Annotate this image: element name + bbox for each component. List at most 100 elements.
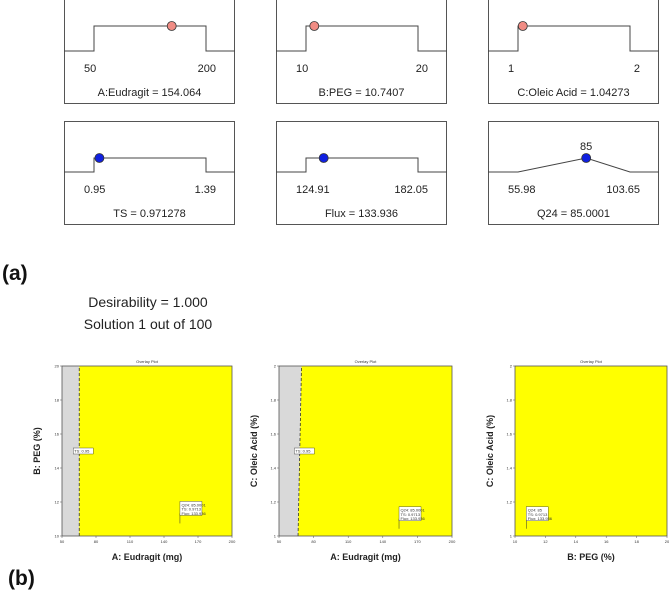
solution-count: Solution 1 out of 100: [83, 316, 213, 332]
x-tick-label: 50: [277, 539, 282, 544]
y-tick-label: 18: [55, 398, 60, 403]
ramp-frame: [276, 0, 447, 104]
ramp-value-label: B:PEG = 10.7407: [318, 87, 405, 99]
ramp-curve: [488, 157, 659, 173]
overlay-plot: Overlay Plot 10 12 14 16 18 20 1 1.2 1.4 1.6 1.8 2 Q2…: [455, 352, 669, 567]
ramp-box: 85 55.98 103.65 Q24 = 85.0001: [488, 121, 659, 225]
x-tick-label: 170: [414, 539, 421, 544]
flag-line: TS: 0.9713: [401, 512, 421, 517]
overlay-title: Overlay Plot: [355, 359, 378, 364]
x-tick-label: 110: [345, 539, 352, 544]
flag-line: Flux: 133.936: [401, 516, 426, 521]
flag-line: Q24: 85: [528, 508, 543, 513]
ramp-frame: [488, 121, 659, 225]
y-axis-title: C: Oleic Acid (%): [249, 415, 259, 487]
ramp-value-dot: [318, 153, 329, 163]
panel-label-a: (a): [2, 262, 28, 285]
ramp-high-label: 182.05: [394, 184, 428, 196]
x-axis-title: B: PEG (%): [567, 552, 615, 562]
y-tick-label: 14: [55, 466, 60, 471]
flag-box: [179, 501, 203, 516]
overlay-svg: Overlay Plot TS: 0.95 50 80 110 140 170 200 1 1.2…: [249, 359, 456, 562]
y-tick-label: 1.4: [506, 466, 512, 471]
ramp-low-label: 10: [296, 63, 309, 75]
overlay-svg: Overlay Plot TS: 0.95 50 80 110 140 170 200 10 12…: [32, 359, 236, 562]
ramp-high-label: 2: [633, 63, 640, 75]
flag-line: Q24: 85.0001: [401, 508, 426, 513]
ramp-low-label: 50: [84, 63, 97, 75]
ramp-low-label: 0.95: [84, 184, 106, 196]
infeasible-region: [62, 366, 80, 536]
x-tick-label: 16: [604, 539, 609, 544]
y-tick-label: 2: [510, 364, 513, 369]
ramp-box: 1 2 C:Oleic Acid = 1.04273: [488, 0, 659, 104]
x-tick-label: 80: [94, 539, 99, 544]
flag-line: Flux: 133.936: [181, 511, 206, 516]
x-tick-label: 140: [161, 539, 168, 544]
x-tick-label: 200: [229, 539, 236, 544]
flag-box: [526, 506, 549, 521]
ramp-target-label: 85: [580, 141, 592, 153]
y-tick-label: 1.4: [270, 466, 276, 471]
ramp-box: 124.91 182.05 Flux = 133.936: [276, 121, 447, 225]
ramp-svg: [276, 0, 447, 104]
ramp-low-label: 55.98: [508, 184, 536, 196]
flag-box: [398, 506, 422, 521]
ramp-frame: [276, 121, 447, 225]
ramp-value-dot: [581, 153, 592, 163]
x-tick-label: 140: [379, 539, 386, 544]
y-axis-title: C: Oleic Acid (%): [485, 415, 495, 487]
infeasible-region: [279, 366, 302, 536]
ramp-curve: [64, 25, 235, 52]
y-tick-label: 1.6: [270, 432, 276, 437]
flag-line: Flux: 133.936: [528, 516, 553, 521]
ramp-high-label: 103.65: [606, 184, 640, 196]
ramp-box: 0.95 1.39 TS = 0.971278: [64, 121, 235, 225]
x-tick-label: 200: [449, 539, 456, 544]
ramp-value-dot: [517, 21, 528, 31]
x-tick-label: 10: [513, 539, 518, 544]
y-tick-label: 1.2: [270, 500, 276, 505]
flag-line: Q24: 85.0001: [181, 502, 206, 507]
x-tick-label: 20: [665, 539, 669, 544]
ramp-value-label: C:Oleic Acid = 1.04273: [517, 87, 630, 99]
ramp-frame: [488, 0, 659, 104]
ramp-box: 10 20 B:PEG = 10.7407: [276, 0, 447, 104]
ramp-svg: 85: [488, 121, 659, 225]
ramp-svg: [64, 121, 235, 225]
ramp-frame: [64, 121, 235, 225]
boundary-flag-box: [294, 447, 315, 455]
ramp-low-label: 124.91: [296, 184, 330, 196]
plot-frame: [278, 365, 453, 537]
ramp-high-label: 20: [415, 63, 428, 75]
plot-frame: [514, 365, 668, 537]
flag-line: TS: 0.9713: [528, 512, 548, 517]
ramp-value-label: A:Eudragit = 154.064: [97, 87, 202, 99]
x-tick-label: 14: [574, 539, 579, 544]
x-axis-title: A: Eudragit (mg): [112, 552, 183, 562]
y-tick-label: 12: [55, 500, 60, 505]
ramp-curve: [276, 157, 447, 173]
x-axis-title: A: Eudragit (mg): [330, 552, 401, 562]
ramp-curve: [276, 25, 447, 52]
ramp-high-label: 200: [197, 63, 216, 75]
ramp-value-label: Q24 = 85.0001: [536, 208, 611, 220]
overlay-plot: Overlay Plot TS: 0.95 50 80 110 140 170 200 10 12…: [0, 352, 238, 567]
ramp-box: 50 200 A:Eudragit = 154.064: [64, 0, 235, 104]
y-tick-label: 1.8: [270, 398, 276, 403]
ramp-high-label: 1.39: [194, 184, 216, 196]
y-tick-label: 16: [55, 432, 60, 437]
x-tick-label: 12: [543, 539, 548, 544]
y-tick-label: 2: [274, 364, 277, 369]
ramp-value-dot: [309, 21, 320, 31]
overlay-title: Overlay Plot: [136, 359, 159, 364]
ramp-value-dot: [94, 153, 105, 163]
y-tick-label: 1.6: [506, 432, 512, 437]
ramp-low-label: 1: [508, 63, 515, 75]
y-tick-label: 1: [274, 534, 277, 539]
plot-frame: [61, 365, 233, 537]
y-axis-title: B: PEG (%): [32, 427, 42, 475]
x-tick-label: 50: [60, 539, 65, 544]
ramp-svg: [488, 0, 659, 104]
desirability-value: Desirability = 1.000: [88, 294, 208, 310]
